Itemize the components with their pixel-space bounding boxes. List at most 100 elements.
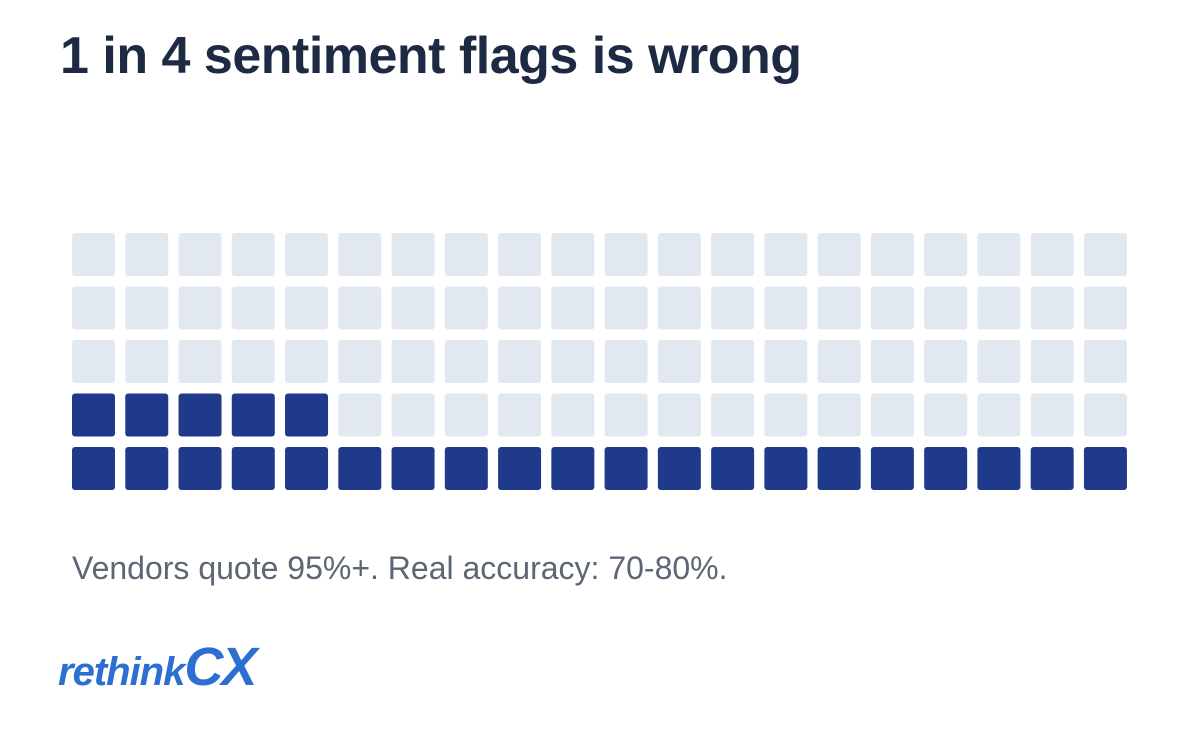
- waffle-cell-empty: [1083, 233, 1127, 276]
- waffle-cell-filled: [338, 447, 382, 490]
- waffle-cell-empty: [231, 233, 275, 276]
- waffle-cell-empty: [338, 340, 382, 383]
- waffle-cell-empty: [125, 340, 169, 383]
- waffle-cell-filled: [1083, 447, 1127, 490]
- waffle-cell-empty: [231, 286, 275, 330]
- waffle-cell-empty: [657, 286, 701, 330]
- waffle-cell-filled: [924, 447, 968, 490]
- waffle-cell-empty: [977, 340, 1021, 383]
- waffle-cell-empty: [711, 286, 755, 330]
- page-title: 1 in 4 sentiment flags is wrong: [60, 27, 802, 85]
- waffle-cell-empty: [72, 286, 115, 330]
- waffle-cell-filled: [817, 447, 861, 490]
- waffle-cell-empty: [391, 286, 435, 330]
- waffle-cell-empty: [604, 340, 648, 383]
- waffle-cell-empty: [924, 233, 968, 276]
- waffle-cell-filled: [125, 393, 169, 437]
- waffle-cell-empty: [1030, 340, 1074, 383]
- waffle-cell-empty: [924, 340, 968, 383]
- waffle-cell-empty: [870, 233, 914, 276]
- waffle-cell-empty: [604, 233, 648, 276]
- logo-lead-text: rethink: [58, 650, 185, 694]
- waffle-cell-filled: [285, 447, 329, 490]
- waffle-svg: [72, 233, 1127, 490]
- waffle-cell-empty: [338, 393, 382, 437]
- waffle-cell-empty: [1030, 393, 1074, 437]
- waffle-cell-empty: [285, 233, 329, 276]
- waffle-cell-empty: [72, 340, 115, 383]
- waffle-cell-filled: [391, 447, 435, 490]
- waffle-cell-empty: [711, 393, 755, 437]
- waffle-cell-empty: [551, 340, 595, 383]
- waffle-cell-empty: [1030, 233, 1074, 276]
- waffle-cell-empty: [178, 340, 222, 383]
- waffle-cell-empty: [711, 340, 755, 383]
- waffle-cell-filled: [125, 447, 169, 490]
- waffle-cell-empty: [1083, 393, 1127, 437]
- waffle-cell-empty: [764, 393, 808, 437]
- waffle-cell-empty: [231, 340, 275, 383]
- waffle-cell-filled: [498, 447, 542, 490]
- waffle-cell-empty: [604, 393, 648, 437]
- waffle-cell-empty: [924, 286, 968, 330]
- waffle-cell-empty: [391, 393, 435, 437]
- waffle-cell-empty: [764, 233, 808, 276]
- waffle-cell-empty: [977, 233, 1021, 276]
- waffle-cell-empty: [498, 393, 542, 437]
- waffle-cell-empty: [1030, 286, 1074, 330]
- waffle-cell-empty: [870, 340, 914, 383]
- waffle-cell-filled: [551, 447, 595, 490]
- waffle-cell-empty: [391, 340, 435, 383]
- waffle-cell-empty: [551, 233, 595, 276]
- waffle-cell-empty: [1083, 340, 1127, 383]
- waffle-cell-filled: [657, 447, 701, 490]
- waffle-cell-filled: [764, 447, 808, 490]
- waffle-cell-empty: [657, 393, 701, 437]
- waffle-cell-empty: [551, 393, 595, 437]
- waffle-cell-filled: [870, 447, 914, 490]
- waffle-cell-empty: [285, 286, 329, 330]
- waffle-cell-empty: [72, 233, 115, 276]
- waffle-cell-empty: [817, 393, 861, 437]
- waffle-cell-empty: [338, 233, 382, 276]
- waffle-cell-empty: [178, 233, 222, 276]
- caption: Vendors quote 95%+. Real accuracy: 70-80…: [72, 550, 728, 586]
- waffle-chart: [72, 233, 1130, 491]
- waffle-cell-filled: [231, 393, 275, 437]
- logo-tail-text: CX: [184, 637, 257, 697]
- waffle-cell-filled: [178, 447, 222, 490]
- waffle-cell-filled: [711, 447, 755, 490]
- waffle-cell-empty: [444, 393, 488, 437]
- waffle-cell-filled: [444, 447, 488, 490]
- waffle-cell-empty: [125, 286, 169, 330]
- waffle-cell-empty: [657, 233, 701, 276]
- waffle-cell-empty: [498, 286, 542, 330]
- waffle-cell-filled: [604, 447, 648, 490]
- waffle-cell-empty: [711, 233, 755, 276]
- waffle-cell-empty: [977, 393, 1021, 437]
- waffle-cell-filled: [72, 447, 115, 490]
- waffle-cell-empty: [178, 286, 222, 330]
- waffle-cell-filled: [72, 393, 115, 437]
- waffle-cell-empty: [817, 233, 861, 276]
- waffle-cell-empty: [1083, 286, 1127, 330]
- waffle-cell-empty: [817, 340, 861, 383]
- waffle-cell-filled: [977, 447, 1021, 490]
- waffle-cell-empty: [604, 286, 648, 330]
- waffle-cell-filled: [178, 393, 222, 437]
- waffle-cell-empty: [285, 340, 329, 383]
- waffle-cell-empty: [498, 340, 542, 383]
- waffle-cell-empty: [924, 393, 968, 437]
- waffle-cell-filled: [1030, 447, 1074, 490]
- waffle-cell-empty: [817, 286, 861, 330]
- waffle-cell-empty: [977, 286, 1021, 330]
- waffle-cell-empty: [764, 340, 808, 383]
- waffle-cell-empty: [657, 340, 701, 383]
- waffle-cell-empty: [498, 233, 542, 276]
- waffle-cell-empty: [444, 233, 488, 276]
- waffle-cell-empty: [764, 286, 808, 330]
- waffle-cell-empty: [870, 393, 914, 437]
- waffle-cell-empty: [870, 286, 914, 330]
- waffle-cell-empty: [125, 233, 169, 276]
- waffle-cell-filled: [285, 393, 329, 437]
